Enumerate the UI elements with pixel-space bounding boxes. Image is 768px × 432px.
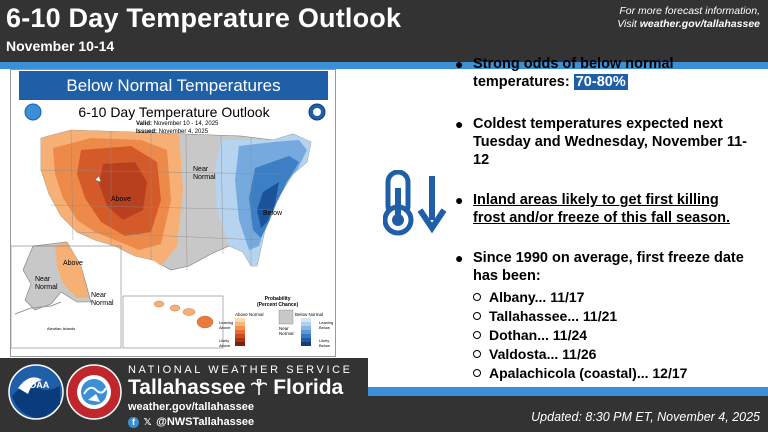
valid-value: November 10 - 14, 2025: [153, 121, 219, 127]
legend-likely-above: Likely Above: [219, 338, 231, 348]
bullet-odds-highlight: 70-80%: [573, 74, 628, 90]
legend-above-swatch: [235, 334, 245, 338]
legend-below-swatch: [301, 334, 311, 338]
more-info-url[interactable]: weather.gov/tallahassee: [639, 18, 760, 30]
bullet-freeze-date-text: Since 1990 on average, first freeze date…: [473, 250, 744, 284]
alaska-above: [55, 242, 89, 298]
legend-leaning-below: Leaning Below: [319, 320, 334, 330]
x-icon[interactable]: 𝕏: [143, 417, 152, 428]
legend-likely-below: Likely Below: [319, 338, 330, 348]
thermometer-down-icon: [383, 170, 447, 236]
state-lines: [40, 129, 282, 271]
more-info-line2: Visit weather.gov/tallahassee: [617, 18, 760, 31]
freeze-item-valdosta: Valdosta... 11/26: [473, 346, 596, 362]
map-banner: Below Normal Temperatures: [19, 71, 328, 100]
bullet-frost-text: Inland areas likely to get first killing…: [473, 192, 731, 226]
legend-above-swatches: [235, 318, 245, 346]
legend-above-swatch: [235, 318, 245, 322]
header-accent-bar: [0, 62, 768, 69]
legend-heading: Probability (Percent Chance): [257, 296, 299, 308]
more-info: For more forecast information, Visit wea…: [617, 5, 760, 31]
facebook-icon[interactable]: f: [128, 417, 139, 428]
footer-agency: NATIONAL WEATHER SERVICE: [128, 364, 353, 376]
outlook-map-graphic: [11, 103, 326, 349]
map-nws-seal: [24, 103, 42, 121]
footer-office: Tallahassee Florida: [128, 376, 343, 400]
legend-leaning-above: Leaning Above: [219, 320, 234, 330]
page-subtitle: November 10-14: [6, 38, 115, 54]
freeze-item-albany: Albany... 11/17: [473, 289, 584, 305]
label-alaska-above: Above: [63, 260, 83, 267]
legend-near-label: Near Normal: [279, 326, 294, 336]
footer-url[interactable]: weather.gov/tallahassee: [128, 401, 254, 413]
legend-below-label: Below Normal: [295, 312, 324, 317]
legend-above-swatch: [235, 326, 245, 330]
map-legend: [235, 309, 311, 346]
header: [0, 0, 768, 62]
legend-below-swatch: [301, 338, 311, 342]
more-info-prefix: Visit: [617, 18, 640, 30]
bullet-coldest-text: Coldest temperatures expected next Tuesd…: [473, 116, 747, 168]
map-valid-info: Valid: November 10 - 14, 2025 Issued: No…: [136, 120, 218, 136]
page-title: 6-10 Day Temperature Outlook: [6, 3, 402, 33]
label-alaska-near-normal: Near Normal: [35, 276, 58, 291]
footer-handle[interactable]: @NWSTallahassee: [156, 416, 255, 428]
issued-label: Issued:: [136, 129, 158, 135]
noaa-logo: NOAA: [8, 364, 64, 420]
hawaii-islands: [153, 300, 214, 329]
legend-above-swatch: [235, 338, 245, 342]
freeze-item-apalachicola: Apalachicola (coastal)... 12/17: [473, 365, 687, 381]
nws-logo: [66, 364, 122, 420]
outlook-map: Below Normal Temperatures 6-10 Day Tempe…: [10, 69, 336, 357]
label-aleutian: Aleutian Islands: [47, 326, 76, 331]
label-hawaii-near-normal: Near Normal: [91, 292, 114, 307]
label-near-normal: Near Normal: [193, 166, 216, 181]
map-title: 6-10 Day Temperature Outlook: [78, 104, 270, 120]
legend-below-swatch: [301, 330, 311, 334]
footer-office-name: Tallahassee: [128, 376, 246, 399]
legend-above-swatch: [235, 322, 245, 326]
legend-above-label: Above Normal: [235, 312, 264, 317]
palm-tree-icon: [250, 378, 269, 395]
below-strongest: [257, 182, 279, 228]
label-below: Below: [263, 210, 283, 217]
aleutian-islands: [14, 301, 62, 315]
valid-label: Valid:: [136, 121, 153, 127]
label-above: Above: [111, 196, 131, 203]
legend-below-swatch: [301, 326, 311, 330]
footer-state: Florida: [273, 376, 344, 399]
legend-below-swatch: [301, 322, 311, 326]
freeze-item-tallahassee: Tallahassee... 11/21: [473, 308, 617, 324]
footer-accent-bar: [368, 387, 768, 396]
more-info-line1: For more forecast information,: [619, 5, 760, 17]
legend-above-swatch: [235, 330, 245, 334]
issued-value: November 4, 2025: [158, 129, 209, 135]
updated-timestamp: Updated: 8:30 PM ET, November 4, 2025: [531, 410, 760, 424]
legend-below-swatch: [301, 318, 311, 322]
bullet-odds-text: Strong odds of below normal temperatures…: [473, 56, 674, 90]
footer-social: f 𝕏 @NWSTallahassee: [128, 416, 254, 428]
legend-below-swatch: [301, 342, 311, 346]
legend-near-swatch: [278, 309, 294, 325]
legend-above-swatch: [235, 342, 245, 346]
legend-below-swatches: [301, 318, 311, 346]
freeze-item-dothan: Dothan... 11/24: [473, 327, 587, 343]
footer-bottom: [0, 396, 768, 432]
noaa-logo-text: NOAA: [23, 380, 50, 390]
